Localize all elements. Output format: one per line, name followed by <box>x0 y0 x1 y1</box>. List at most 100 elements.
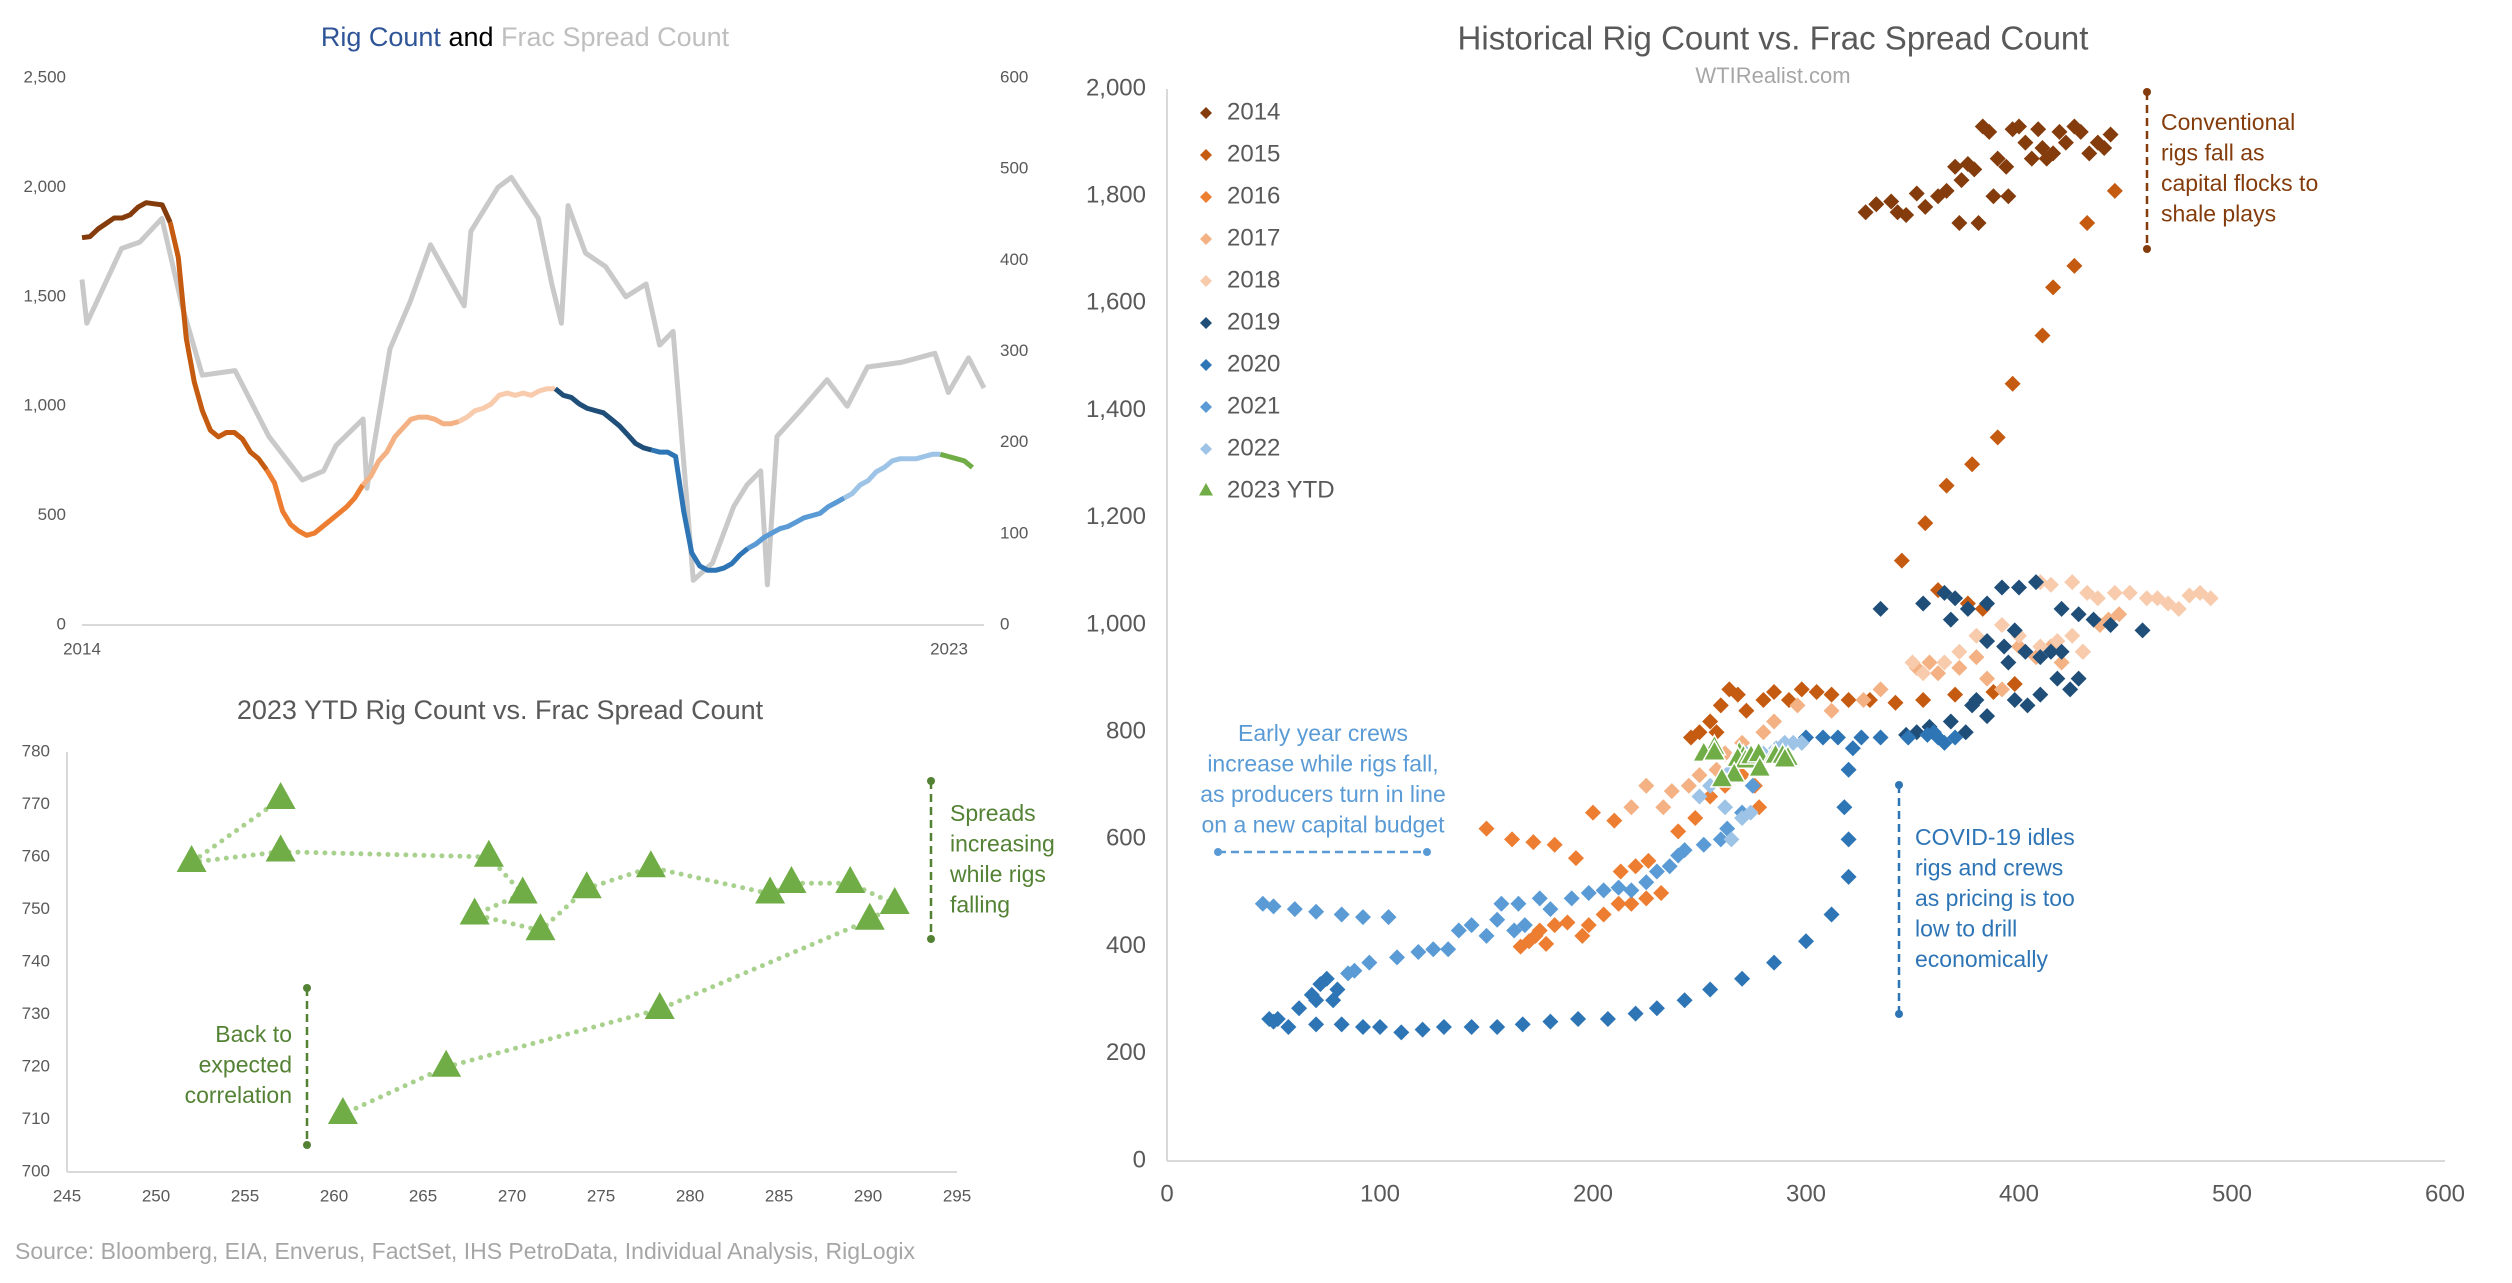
data-point-2020 <box>1836 799 1853 816</box>
legend-label: 2021 <box>1227 392 1280 419</box>
ytd-point <box>635 850 666 878</box>
data-point-2017 <box>1691 767 1708 784</box>
ytd-point <box>644 992 675 1019</box>
right-y-tick-label: 0 <box>1000 614 1009 633</box>
data-point-2019 <box>2053 600 2070 617</box>
legend-label: 2015 <box>1227 140 1280 167</box>
data-point-2017 <box>1872 681 1889 698</box>
y-tick-label: 1,800 <box>1086 182 1146 209</box>
x-tick-label: 2014 <box>63 639 101 658</box>
data-point-2017 <box>1921 654 1938 671</box>
bracket-endpoint <box>2143 245 2151 253</box>
legend-item-2017: 2017 <box>1200 224 1280 251</box>
data-point-2016 <box>1702 788 1719 805</box>
data-point-2021 <box>1308 903 1325 920</box>
rig-frac-chart-title: Rig Count and Frac Spread Count <box>321 22 730 52</box>
data-point-2015 <box>1712 697 1729 714</box>
rig-frac-timeseries-chart: 0 500 1,000 1,500 2,000 2,500 0 100 200 300 400 500… <box>23 67 1028 658</box>
data-point-2020 <box>1435 1019 1452 1035</box>
x-tick-label: 200 <box>1573 1180 1613 1207</box>
legend-item-2020: 2020 <box>1200 350 1280 377</box>
data-point-2020 <box>1318 970 1335 987</box>
data-point-2021 <box>1354 909 1371 926</box>
legend-item-2016: 2016 <box>1200 182 1280 209</box>
data-point-2020 <box>1844 740 1861 757</box>
right-y-tick-label: 300 <box>1000 341 1028 360</box>
series-2020 <box>1261 724 1964 1041</box>
bracket-endpoint <box>1895 1010 1903 1018</box>
rig-count-line-2015 <box>167 221 269 472</box>
data-point-2020 <box>1936 734 1953 751</box>
legend-diamond-icon <box>1200 233 1212 245</box>
x-tick-label: 600 <box>2425 1180 2465 1207</box>
data-point-2014 <box>2066 118 2083 135</box>
data-point-2019 <box>1915 595 1932 612</box>
data-point-2014 <box>1938 182 1955 199</box>
data-point-2016 <box>1580 917 1597 934</box>
data-point-2020 <box>1829 729 1846 746</box>
correlation-annotation-text: expected <box>199 1052 292 1078</box>
x-tick-label: 2023 <box>930 639 968 658</box>
data-point-2021 <box>1410 943 1427 960</box>
data-point-2018 <box>2079 584 2096 601</box>
data-point-2014 <box>1989 150 2006 167</box>
data-point-2020 <box>1900 729 1917 746</box>
left-y-tick-label: 1,500 <box>23 286 66 305</box>
legend-label: 2016 <box>1227 182 1280 209</box>
series-2016 <box>1478 767 1768 955</box>
ytd-point <box>525 913 556 941</box>
data-point-2023 <box>1721 760 1747 783</box>
data-point-2016 <box>1687 809 1704 826</box>
y-tick-label: 730 <box>22 1004 50 1023</box>
data-point-2014 <box>1953 172 1970 189</box>
x-tick-label: 285 <box>765 1186 793 1205</box>
legend-label: 2023 YTD <box>1227 476 1335 503</box>
data-point-2020 <box>1925 724 1942 741</box>
data-point-2021 <box>1695 836 1712 853</box>
data-point-2018 <box>1936 654 1953 671</box>
early-year-annotation-text: increase while rigs fall, <box>1207 751 1438 777</box>
data-point-2016 <box>1610 895 1627 912</box>
data-point-2015 <box>1721 681 1738 698</box>
data-point-2014 <box>1917 198 1934 215</box>
data-point-2020 <box>1308 1016 1325 1033</box>
legend-item-2022: 2022 <box>1200 434 1280 461</box>
ytd-point <box>854 902 885 930</box>
data-point-2015 <box>1989 429 2006 446</box>
spreads-annotation-text: Spreads <box>950 800 1036 826</box>
data-point-2014 <box>1985 188 2002 205</box>
conventional-annotation-text: capital flocks to <box>2161 170 2318 196</box>
data-point-2020 <box>1840 761 1857 778</box>
legend-label: 2022 <box>1227 434 1280 461</box>
legend-item-2014: 2014 <box>1200 98 1280 125</box>
legend-label: 2020 <box>1227 350 1280 377</box>
ytd-point <box>473 839 504 867</box>
data-point-2017 <box>1638 777 1655 794</box>
bracket-endpoint <box>1214 848 1222 856</box>
data-point-2020 <box>1280 1019 1297 1035</box>
data-point-2018 <box>2149 590 2166 607</box>
y-tick-label: 1,400 <box>1086 396 1146 423</box>
data-point-2021 <box>1450 922 1467 939</box>
data-point-2021 <box>1595 882 1612 899</box>
data-point-2021 <box>1610 879 1627 896</box>
data-point-2018 <box>1968 627 1985 644</box>
data-point-2015 <box>2045 279 2062 296</box>
data-point-2015 <box>1938 477 1955 494</box>
data-point-2014 <box>1951 215 1968 231</box>
legend-item-2019: 2019 <box>1200 308 1280 335</box>
data-point-2017 <box>1789 697 1806 714</box>
data-point-2019 <box>1959 600 1976 617</box>
data-point-2017 <box>1993 681 2010 698</box>
covid-annotation-text: COVID-19 idles <box>1915 824 2075 850</box>
data-point-2021 <box>1478 927 1495 944</box>
right-y-tick-label: 500 <box>1000 159 1028 178</box>
left-y-tick-label: 500 <box>38 505 66 524</box>
bracket-endpoint <box>303 984 311 992</box>
data-point-2020 <box>1372 1019 1388 1035</box>
data-point-2020 <box>1261 1010 1278 1027</box>
rig-count-line-2020 <box>650 447 750 573</box>
data-point-2021 <box>1661 858 1678 875</box>
data-point-2020 <box>1734 970 1751 987</box>
